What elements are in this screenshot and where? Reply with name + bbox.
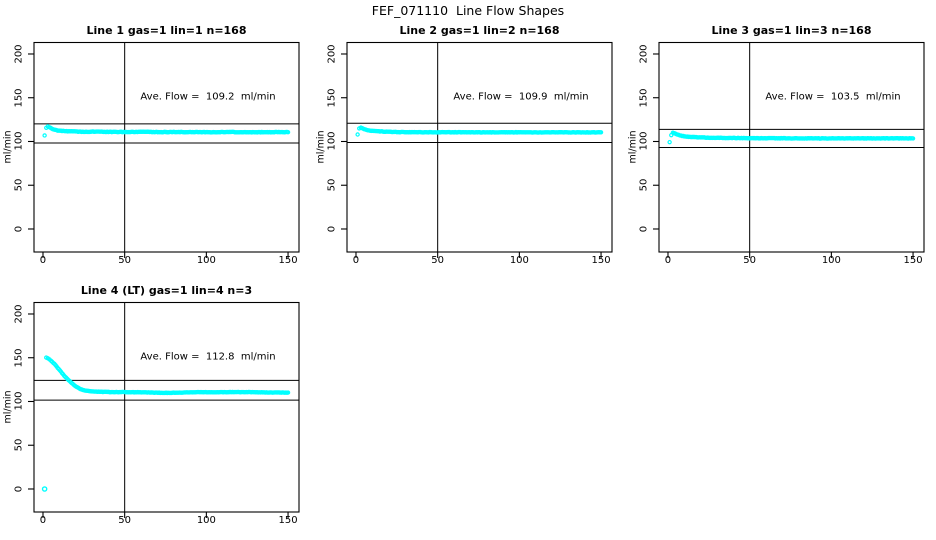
ave-flow-annotation: Ave. Flow = 109.9 ml/min [453,91,589,103]
panel-line-1: Line 1 gas=1 lin=1 n=168 Ave. Flow = 109.… [3,24,300,266]
y-axis-label: ml/min [627,130,639,164]
y-tick-label: 150 [13,88,25,108]
x-tick-label: 150 [278,255,298,266]
y-tick-label: 100 [638,131,650,152]
outlier-point [41,486,48,492]
x-tick-label: 0 [664,255,672,266]
ave-flow-annotation: Ave. Flow = 109.2 ml/min [140,91,276,103]
y-axis-label: ml/min [2,390,14,424]
y-tick-label: 200 [13,44,25,64]
y-tick-label: 0 [638,225,650,233]
x-tick-label: 0 [39,515,47,526]
plot-area [28,41,300,258]
y-tick-label: 0 [326,225,338,233]
y-tick-label: 150 [13,348,25,368]
y-tick-label: 50 [326,178,338,192]
panel-line-4: Line 4 (LT) gas=1 lin=4 n=3 Ave. Flow = 1… [3,284,300,526]
x-tick-label: 50 [118,255,132,266]
x-tick-label: 150 [278,515,298,526]
y-tick-label: 50 [13,438,25,452]
x-tick-label: 100 [509,255,529,266]
y-tick-label: 200 [326,44,338,64]
plot-area [28,301,300,518]
x-tick-label: 150 [591,255,611,266]
panel-title: Line 1 gas=1 lin=1 n=168 [86,24,247,37]
y-tick-label: 100 [13,131,25,152]
x-tick-label: 100 [196,515,216,526]
x-tick-label: 0 [352,255,360,266]
figure-title: FEF_071110 Line Flow Shapes [371,3,565,18]
x-tick-label: 50 [118,515,132,526]
panel-line-2: Line 2 gas=1 lin=2 n=168 Ave. Flow = 109.… [316,24,613,266]
panel-title: Line 4 (LT) gas=1 lin=4 n=3 [80,284,253,297]
x-tick-label: 150 [903,255,923,266]
y-tick-label: 50 [13,178,25,192]
y-tick-label: 0 [13,485,25,493]
y-tick-label: 200 [638,44,650,64]
ave-flow-annotation: Ave. Flow = 103.5 ml/min [765,91,901,103]
y-axis-label: ml/min [2,130,14,164]
panel-title: Line 2 gas=1 lin=2 n=168 [399,24,560,37]
x-tick-label: 0 [39,255,47,266]
y-tick-label: 50 [638,178,650,192]
x-tick-label: 100 [821,255,841,266]
y-tick-label: 0 [13,225,25,233]
x-tick-label: 50 [743,255,757,266]
plot-area [653,41,925,258]
y-tick-label: 150 [638,88,650,108]
y-tick-label: 100 [13,391,25,412]
panel-line-3: Line 3 gas=1 lin=3 n=168 Ave. Flow = 103.… [628,24,925,266]
y-tick-label: 150 [326,88,338,108]
y-tick-label: 200 [13,304,25,324]
ave-flow-annotation: Ave. Flow = 112.8 ml/min [140,351,276,363]
x-tick-label: 100 [196,255,216,266]
y-tick-label: 100 [326,131,338,152]
panel-title: Line 3 gas=1 lin=3 n=168 [711,24,872,37]
plot-area [341,41,613,258]
y-axis-label: ml/min [315,130,327,164]
x-tick-label: 50 [431,255,445,266]
